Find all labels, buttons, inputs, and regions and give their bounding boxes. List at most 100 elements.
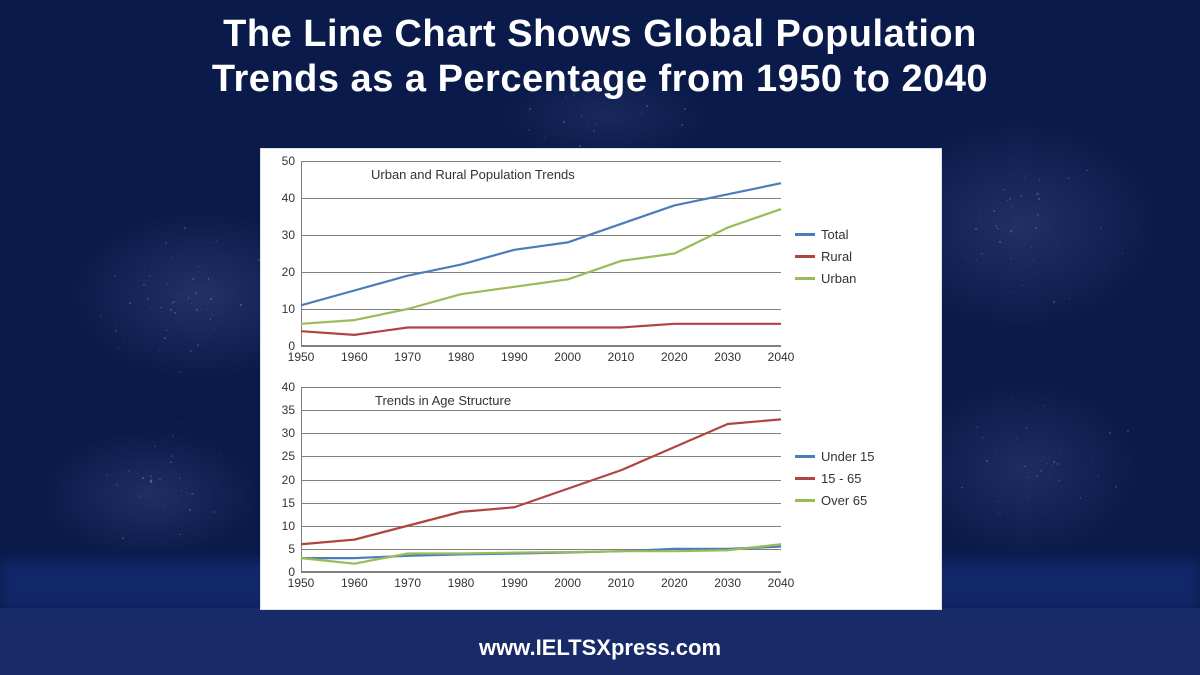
legend-item: Rural [795, 245, 856, 267]
bg-light-dot [213, 242, 214, 243]
x-tick-label: 1960 [341, 350, 368, 364]
bg-light-dot [172, 256, 173, 257]
bg-light-dot [166, 330, 167, 331]
x-tick-label: 1970 [394, 350, 421, 364]
series-lines-svg [301, 387, 781, 572]
bg-light-dot [201, 286, 202, 287]
bg-light-dot [1086, 170, 1087, 171]
legend-swatch [795, 499, 815, 502]
x-tick-label: 1990 [501, 576, 528, 590]
grid-line [301, 572, 781, 573]
bg-light-dot [1078, 477, 1079, 478]
bg-light-dot [159, 479, 161, 481]
y-tick-label: 50 [282, 154, 295, 168]
y-tick-label: 20 [282, 473, 295, 487]
bg-light-dot [1115, 486, 1117, 488]
y-tick-label: 20 [282, 265, 295, 279]
bg-light-dot [688, 120, 689, 121]
bg-light-dot [1024, 466, 1025, 467]
page-title: The Line Chart Shows Global Population T… [0, 12, 1200, 102]
bg-light-dot [222, 310, 223, 311]
x-tick-label: 2010 [608, 576, 635, 590]
bg-light-dot [178, 423, 179, 424]
bg-light-dot [1068, 293, 1069, 294]
series-line-urban [301, 209, 781, 324]
x-tick-label: 1980 [448, 350, 475, 364]
bg-light-dot [124, 341, 125, 342]
bg-light-dot [191, 303, 192, 304]
bg-light-dot [210, 298, 212, 300]
bg-light-dot [150, 307, 151, 308]
title-line-2: Trends as a Percentage from 1950 to 2040 [0, 57, 1200, 102]
chart1-legend: TotalRuralUrban [795, 223, 856, 289]
bg-light-dot [196, 309, 198, 311]
bg-light-dot [1021, 285, 1022, 286]
title-line-1: The Line Chart Shows Global Population [0, 12, 1200, 57]
bg-light-dot [1016, 235, 1017, 236]
bg-light-dot [1050, 474, 1051, 475]
bg-light-dot [1100, 199, 1101, 200]
bg-light-dot [971, 453, 972, 454]
bg-light-dot [154, 445, 155, 446]
y-tick-label: 40 [282, 380, 295, 394]
bg-light-dot [80, 486, 81, 487]
bg-light-dot [1053, 461, 1055, 463]
bg-light-dot [1057, 463, 1058, 464]
page-root: The Line Chart Shows Global Population T… [0, 0, 1200, 675]
bg-light-dot [995, 225, 997, 227]
bg-light-dot [164, 337, 166, 339]
bg-light-dot [180, 294, 181, 295]
x-tick-label: 2020 [661, 350, 688, 364]
bg-light-dot [1049, 180, 1051, 182]
x-tick-label: 1950 [288, 576, 315, 590]
bg-blob [40, 430, 260, 560]
bg-light-dot [976, 426, 978, 428]
bg-light-dot [128, 470, 130, 472]
bg-light-dot [582, 106, 583, 107]
legend-label: Total [821, 227, 848, 242]
chart-age-structure: 0510152025303540195019601970198019902000… [261, 375, 941, 601]
chart1-plot-area: 0102030405019501960197019801990200020102… [301, 161, 781, 346]
bg-light-dot [1109, 432, 1111, 434]
legend-item: Over 65 [795, 489, 874, 511]
bg-light-dot [189, 509, 191, 511]
bg-light-dot [1037, 214, 1039, 216]
series-lines-svg [301, 161, 781, 346]
bg-blob [910, 380, 1140, 560]
bg-light-dot [1003, 189, 1004, 190]
bg-light-dot [212, 314, 213, 315]
grid-line [301, 346, 781, 347]
legend-item: Under 15 [795, 445, 874, 467]
bg-light-dot [197, 266, 199, 268]
y-tick-label: 10 [282, 302, 295, 316]
legend-item: 15 - 65 [795, 467, 874, 489]
bg-light-dot [122, 537, 124, 539]
legend-label: 15 - 65 [821, 471, 861, 486]
bg-light-dot [1027, 477, 1028, 478]
chart2-plot-area: 0510152025303540195019601970198019902000… [301, 387, 781, 572]
bg-light-dot [1097, 475, 1098, 476]
bg-light-dot [115, 330, 117, 332]
bg-light-dot [1036, 475, 1038, 477]
x-tick-label: 1960 [341, 576, 368, 590]
bg-light-dot [186, 492, 187, 493]
series-line-rural [301, 324, 781, 335]
legend-swatch [795, 277, 815, 280]
bg-light-dot [1040, 470, 1042, 472]
bg-light-dot [1122, 252, 1123, 253]
bg-light-dot [1023, 285, 1025, 287]
bg-light-dot [1039, 206, 1040, 207]
legend-item: Total [795, 223, 856, 245]
y-tick-label: 30 [282, 426, 295, 440]
bg-light-dot [1127, 430, 1129, 432]
chart-panel: 0102030405019501960197019801990200020102… [260, 148, 942, 610]
bg-light-dot [1007, 200, 1008, 201]
x-tick-label: 1980 [448, 576, 475, 590]
y-tick-label: 10 [282, 519, 295, 533]
y-tick-label: 25 [282, 449, 295, 463]
x-tick-label: 2030 [714, 576, 741, 590]
bg-light-dot [581, 115, 583, 117]
bg-light-dot [1053, 301, 1055, 303]
legend-label: Under 15 [821, 449, 874, 464]
bg-light-dot [149, 486, 150, 487]
